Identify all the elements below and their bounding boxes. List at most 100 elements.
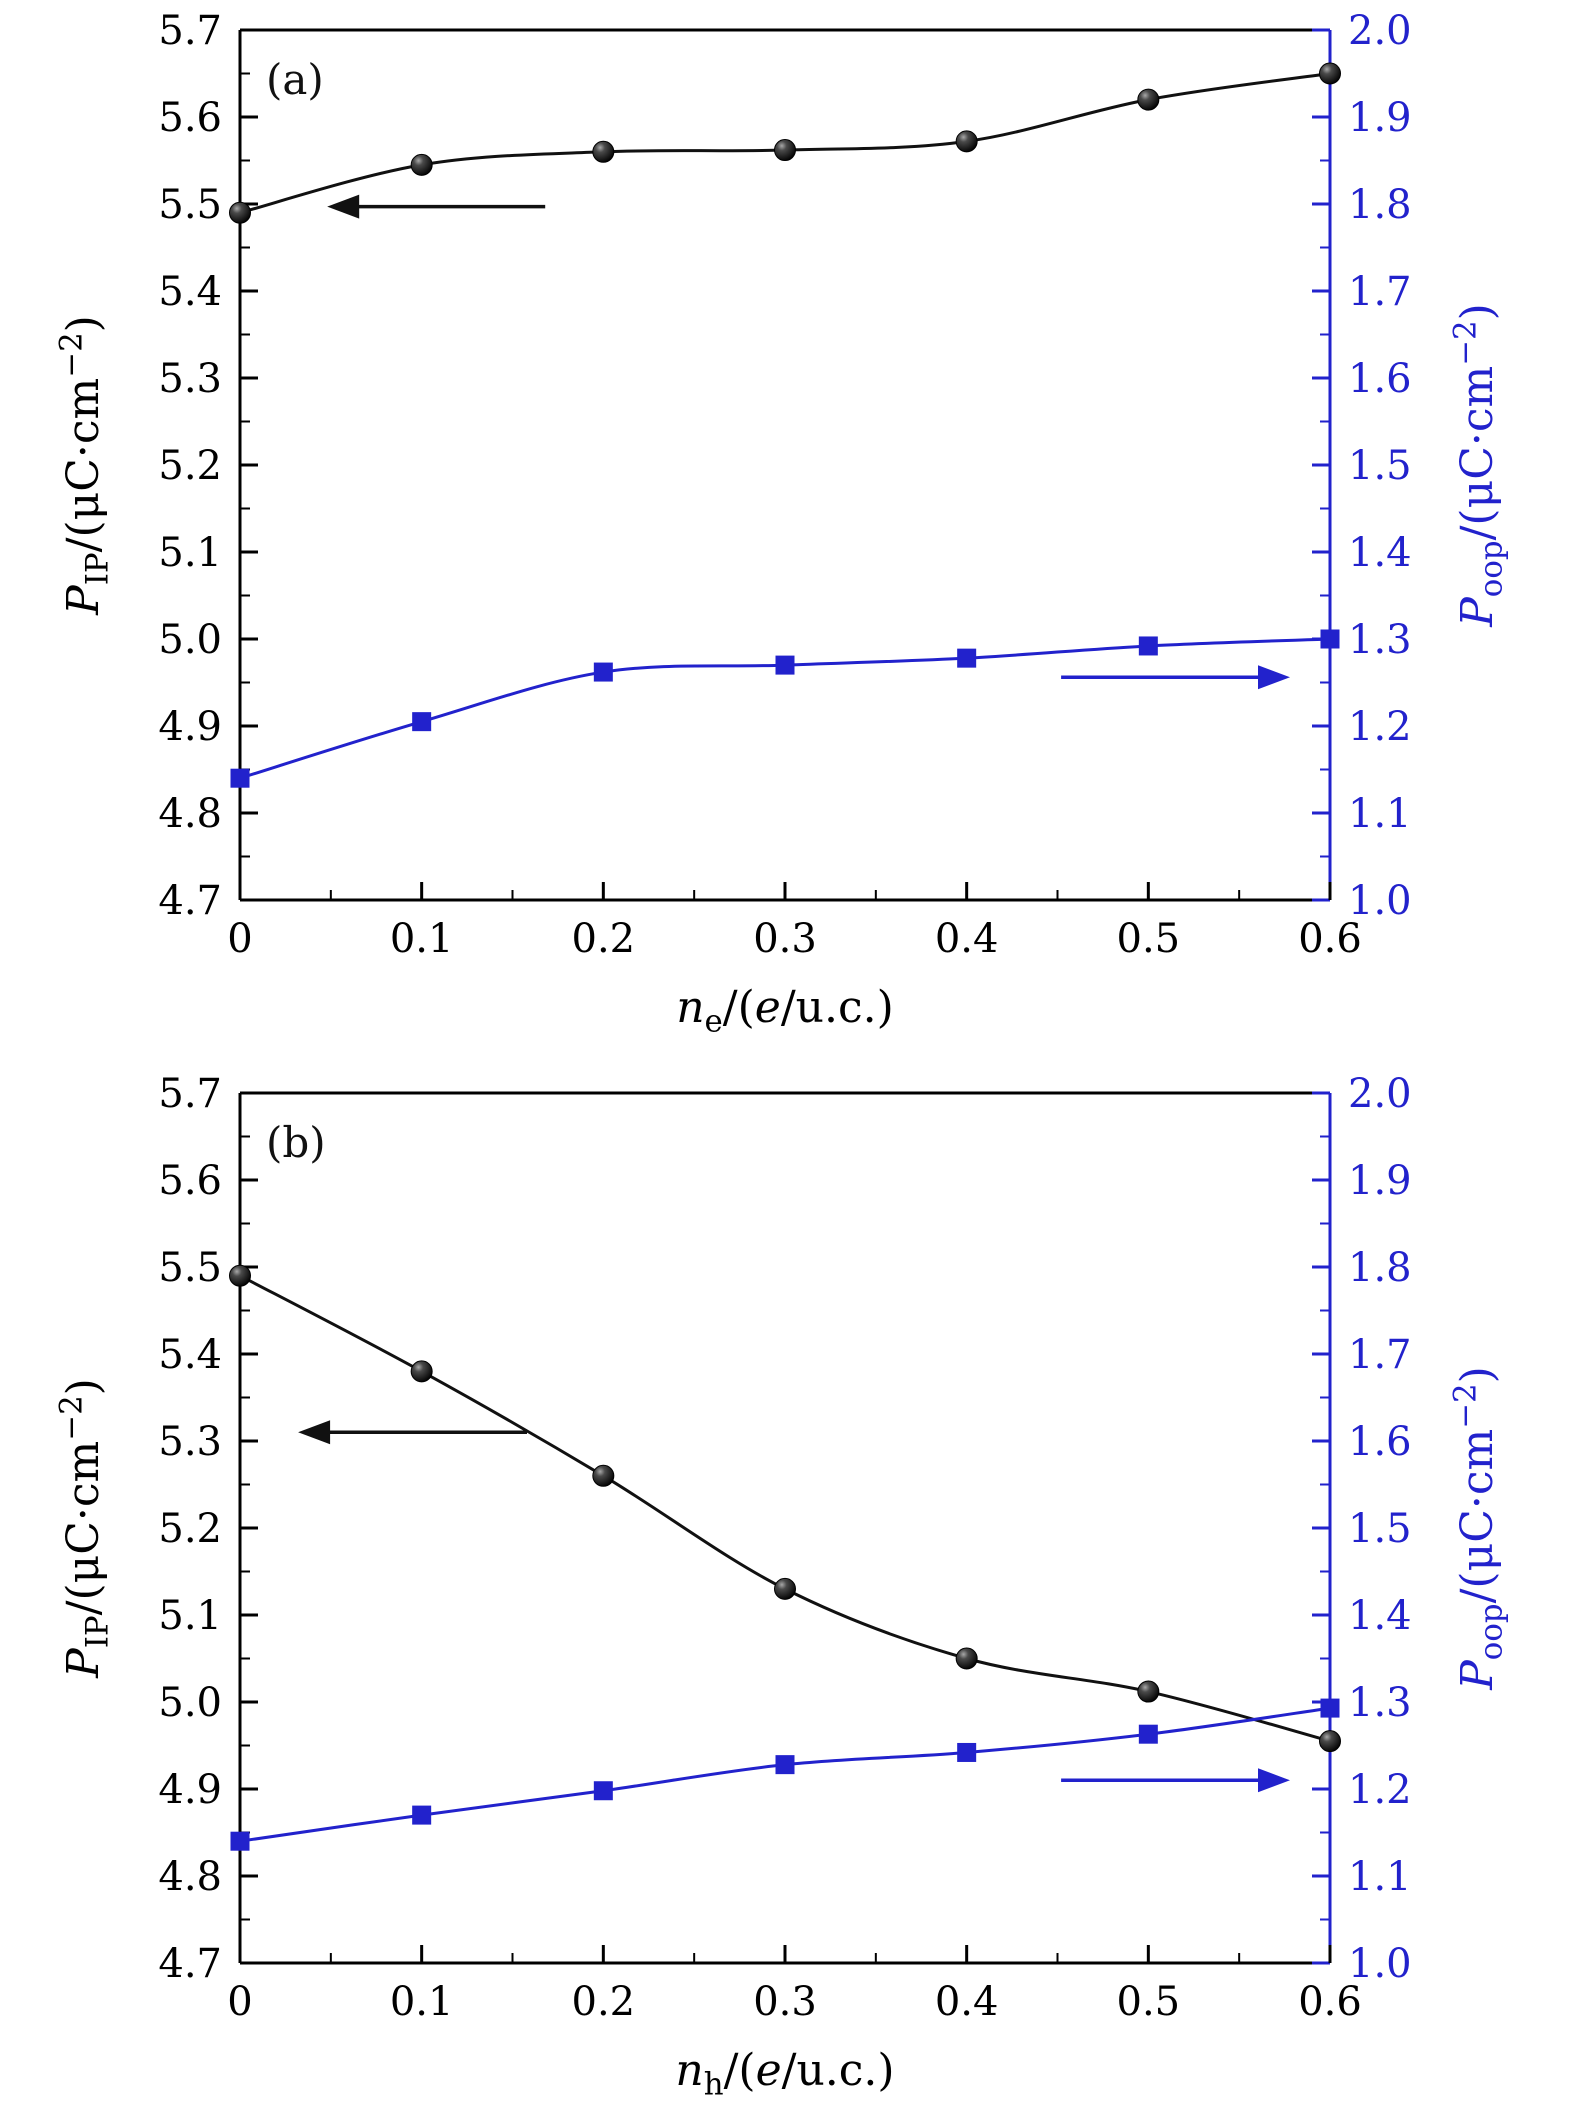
series-P-IP (229, 1264, 1341, 1753)
left-axis-title: PIP/(μC·cm−2) (53, 1378, 115, 1679)
data-point-sphere (955, 130, 978, 153)
right-tick-label: 1.7 (1348, 1332, 1412, 1378)
data-point-square (1138, 636, 1158, 656)
right-tick-label: 1.3 (1348, 617, 1412, 663)
series-P-oop (230, 1698, 1340, 1851)
x-tick-label: 0 (227, 916, 252, 962)
plot-frame (238, 1091, 1332, 1965)
right-tick-label: 1.9 (1348, 1158, 1412, 1204)
right-tick-label: 1.3 (1348, 1680, 1412, 1726)
x-tick-label: 0.5 (1117, 916, 1181, 962)
data-point-square (1138, 1724, 1158, 1744)
series-P-oop (230, 629, 1340, 788)
left-tick-label: 5.6 (158, 95, 222, 141)
left-tick-label: 5.1 (158, 1593, 222, 1639)
right-tick-label: 1.4 (1348, 530, 1412, 576)
x-tick-label: 0.4 (935, 1979, 999, 2025)
x-tick-label: 0.5 (1117, 1979, 1181, 2025)
left-tick-label: 5.2 (158, 443, 222, 489)
axis-direction-arrow (298, 1420, 527, 1445)
right-tick-label: 1.4 (1348, 1593, 1412, 1639)
data-point-square (957, 1742, 977, 1762)
left-tick-label: 5.7 (158, 8, 222, 54)
left-tick-label: 5.2 (158, 1506, 222, 1552)
data-point-sphere (410, 1360, 433, 1383)
x-tick-label: 0.3 (753, 1979, 817, 2025)
data-point-square (1320, 629, 1340, 649)
left-tick-label: 5.5 (158, 1245, 222, 1291)
panel-label: (b) (266, 1118, 326, 1167)
right-tick-label: 1.8 (1348, 182, 1412, 228)
data-point-sphere (1319, 1730, 1341, 1753)
axis-direction-arrow (327, 194, 546, 219)
x-tick-label: 0.2 (572, 916, 636, 962)
chart-svg-b: 4.74.84.95.05.15.25.35.45.55.65.71.01.11… (53, 1071, 1509, 2103)
left-tick-label: 4.9 (158, 704, 222, 750)
left-tick-label: 4.9 (158, 1767, 222, 1813)
series-line-P-IP (239, 1274, 1331, 1743)
left-tick-label: 5.6 (158, 1158, 222, 1204)
data-point-square (412, 712, 432, 732)
left-tick-label: 5.3 (158, 356, 222, 402)
x-tick-label: 0.1 (390, 916, 454, 962)
right-tick-label: 1.5 (1348, 1506, 1412, 1552)
data-point-sphere (229, 1264, 251, 1287)
right-tick-label: 1.0 (1348, 1941, 1412, 1987)
data-point-square (957, 648, 977, 668)
right-tick-label: 1.9 (1348, 95, 1412, 141)
right-tick-label: 1.7 (1348, 269, 1412, 315)
right-tick-label: 1.2 (1348, 1767, 1412, 1813)
left-tick-label: 5.4 (158, 269, 222, 315)
right-tick-label: 1.0 (1348, 878, 1412, 924)
x-tick-label: 0.6 (1298, 1979, 1362, 2025)
data-point-square (593, 1781, 613, 1801)
chart-panel-a: 4.7 4.8 4.9 5.0 5.1 5.2 5.3 5.4 5.5 5.6 5.7 1.0 1.1 1… (53, 8, 1509, 1040)
data-point-sphere (955, 1647, 978, 1670)
x-tick-label: 0.2 (572, 1979, 636, 2025)
left-tick-label: 4.7 (158, 1941, 222, 1987)
left-tick-label: 4.7 (158, 878, 222, 924)
left-tick-label: 5.3 (158, 1419, 222, 1465)
left-tick-label: 4.8 (158, 791, 222, 837)
left-axis: 4.7 4.8 4.9 5.0 5.1 5.2 5.3 5.4 5.5 5.6 5.7 (158, 8, 258, 924)
data-point-sphere (229, 201, 251, 224)
data-point-square (593, 662, 613, 682)
data-point-square (230, 768, 250, 788)
data-point-sphere (1137, 88, 1160, 111)
chart-svg-a: 4.74.84.95.05.15.25.35.45.55.65.71.01.11… (53, 8, 1509, 1040)
right-tick-label: 2.0 (1348, 8, 1412, 54)
x-tick-label: 0 (227, 1979, 252, 2025)
data-point-square (775, 655, 795, 675)
x-tick-label: 0.6 (1298, 916, 1362, 962)
x-axis-title: nh/(e/u.c.) (675, 2045, 894, 2103)
x-tick-label: 0.1 (390, 1979, 454, 2025)
x-axis-title: ne/(e/u.c.) (676, 982, 894, 1040)
axis-direction-arrow (1061, 665, 1290, 690)
left-axis-title: PIP/(μC·cm−2) (53, 315, 115, 616)
left-tick-label: 5.4 (158, 1332, 222, 1378)
x-tick-label: 0.4 (935, 916, 999, 962)
left-tick-label: 5.7 (158, 1071, 222, 1117)
axis-direction-arrow (1061, 1768, 1290, 1793)
x-axis: 0 0.1 0.2 0.3 0.4 0.5 0.6 (227, 1945, 1362, 2025)
data-point-sphere (1137, 1680, 1160, 1703)
panel-label: (a) (266, 55, 324, 104)
left-axis: 4.7 4.8 4.9 5.0 5.1 5.2 5.3 5.4 5.5 5.6 5.7 (158, 1071, 258, 1987)
right-tick-label: 1.1 (1348, 1854, 1412, 1900)
data-point-sphere (592, 140, 615, 163)
right-tick-label: 2.0 (1348, 1071, 1412, 1117)
right-tick-label: 1.6 (1348, 356, 1412, 402)
left-tick-label: 5.0 (158, 617, 222, 663)
x-axis: 0 0.1 0.2 0.3 0.4 0.5 0.6 (227, 882, 1362, 962)
right-tick-label: 1.1 (1348, 791, 1412, 837)
data-point-sphere (774, 139, 796, 162)
data-point-sphere (410, 153, 433, 176)
right-axis-title: Poop/(μC·cm−2) (1447, 1366, 1509, 1691)
data-point-sphere (774, 1577, 796, 1600)
data-point-square (775, 1755, 795, 1775)
right-tick-label: 1.2 (1348, 704, 1412, 750)
left-tick-label: 5.0 (158, 1680, 222, 1726)
chart-panel-b: 4.7 4.8 4.9 5.0 5.1 5.2 5.3 5.4 5.5 5.6 5.7 1.0 1.1 1… (0, 1063, 1575, 2126)
right-axis-title: Poop/(μC·cm−2) (1447, 303, 1509, 628)
